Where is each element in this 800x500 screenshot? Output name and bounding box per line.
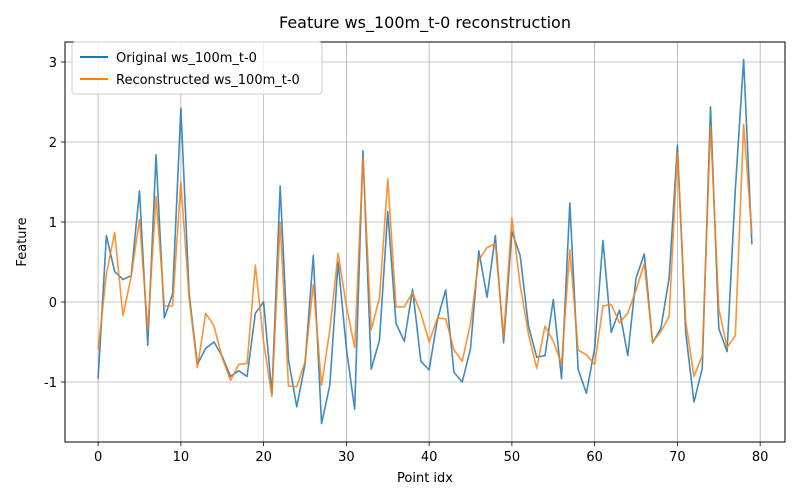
legend-box [71, 41, 323, 95]
x-tick-label: 30 [338, 450, 355, 465]
legend-label: Original ws_100m_t-0 [116, 51, 257, 66]
x-tick-label: 40 [421, 450, 438, 465]
x-axis-label: Point idx [397, 471, 453, 486]
y-tick-label: 1 [49, 216, 57, 231]
x-tick-label: 70 [669, 450, 686, 465]
x-tick-label: 10 [173, 450, 190, 465]
plot-frame [64, 41, 786, 443]
series-layer [97, 58, 753, 425]
y-tick-label: 2 [49, 136, 57, 151]
series-line-reconstructed [97, 123, 753, 398]
y-axis-label: Feature [15, 217, 30, 266]
x-tick-label: 60 [586, 450, 603, 465]
y-tick-label: 3 [49, 56, 57, 71]
y-tick-label: -1 [44, 376, 57, 391]
x-tick-label: 50 [504, 450, 521, 465]
y-tick-label: 0 [49, 296, 57, 311]
legend: Original ws_100m_t-0 Reconstructed ws_100… [71, 41, 323, 95]
x-tick-label: 0 [94, 450, 102, 465]
ticks: 0 10 20 30 40 50 60 70 80 -1 0 1 2 3 [44, 56, 768, 465]
x-tick-label: 80 [752, 450, 769, 465]
legend-label: Reconstructed ws_100m_t-0 [116, 73, 300, 88]
chart-title: Feature ws_100m_t-0 reconstruction [279, 13, 571, 33]
x-tick-label: 20 [255, 450, 272, 465]
series-line-original [97, 58, 753, 425]
